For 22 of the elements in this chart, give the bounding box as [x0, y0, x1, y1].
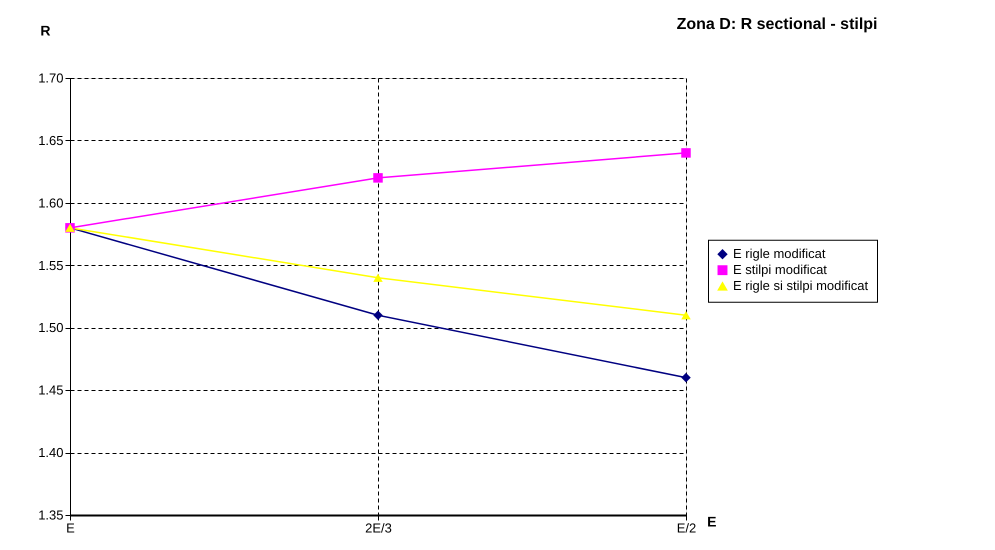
- point: [681, 311, 691, 320]
- point: [373, 274, 383, 282]
- point: [681, 372, 691, 382]
- x-tick-label: 2E/3: [365, 520, 392, 536]
- y-tick-label: 1.70: [38, 70, 64, 86]
- y-tick-label: 1.65: [38, 132, 64, 148]
- y-tick-label: 1.60: [38, 195, 64, 210]
- y-tick-label: 1.55: [38, 258, 64, 273]
- y-tick-label: 1.40: [38, 445, 64, 460]
- y-axis-title: R: [40, 22, 50, 38]
- y-tick-label: 1.50: [38, 320, 64, 336]
- x-tick-label: E/2: [676, 520, 696, 536]
- y-tick-label: 1.45: [38, 382, 64, 398]
- legend-label: E rigle si stilpi modificat: [733, 278, 868, 294]
- point: [373, 310, 383, 320]
- point: [373, 173, 383, 183]
- legend-label: E rigle modificat: [733, 246, 826, 262]
- point: [681, 148, 691, 158]
- legend-label: E stilpi modificat: [733, 262, 828, 278]
- text: Zona D: R sectional - stilpi: [676, 16, 878, 33]
- x-tick-label: E: [66, 520, 76, 536]
- y-tick-label: 1.35: [38, 508, 64, 522]
